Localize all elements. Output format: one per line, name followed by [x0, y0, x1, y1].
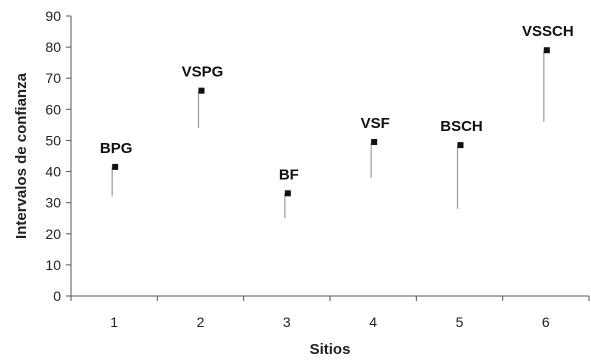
y-tick-label: 40 — [45, 164, 61, 180]
y-tick-label: 20 — [45, 226, 61, 242]
y-tick-label: 30 — [45, 195, 61, 211]
x-axis-title: Sitios — [310, 341, 351, 358]
data-point-label: BSCH — [440, 118, 483, 135]
x-tick-label: 5 — [456, 314, 464, 330]
y-tick-label: 80 — [45, 39, 61, 55]
y-tick-label: 60 — [45, 101, 61, 117]
y-tick-label: 50 — [45, 132, 61, 148]
data-point-label: BF — [279, 166, 299, 183]
y-tick-label: 90 — [45, 8, 61, 24]
data-point-label: VSSCH — [522, 23, 574, 40]
x-tick-label: 4 — [369, 314, 377, 330]
x-tick-label: 2 — [197, 314, 205, 330]
data-point-marker — [371, 139, 378, 145]
data-marks: BPG VSPG BF VSF BSCH VSSCH — [100, 23, 574, 219]
y-tick-label: 0 — [53, 288, 61, 304]
data-point-marker — [112, 163, 119, 170]
y-axis-title: Intervalos de confianza — [13, 72, 30, 239]
data-point-label: BPG — [100, 140, 133, 157]
data-point-marker — [457, 142, 464, 149]
x-axis-ticks: 1 2 3 4 5 6 — [70, 296, 590, 330]
data-point-marker — [284, 190, 291, 197]
x-tick-label: 3 — [283, 314, 291, 330]
data-point-marker — [543, 47, 550, 54]
data-point-label: VSPG — [182, 64, 224, 81]
data-point-marker — [198, 87, 205, 94]
data-point-label: VSF — [361, 115, 390, 132]
y-axis-ticks: 0 10 20 30 40 50 60 70 80 90 — [45, 8, 71, 304]
y-tick-label: 10 — [45, 257, 61, 273]
x-tick-label: 6 — [542, 314, 550, 330]
x-tick-label: 1 — [110, 314, 118, 330]
y-tick-label: 70 — [45, 70, 61, 86]
